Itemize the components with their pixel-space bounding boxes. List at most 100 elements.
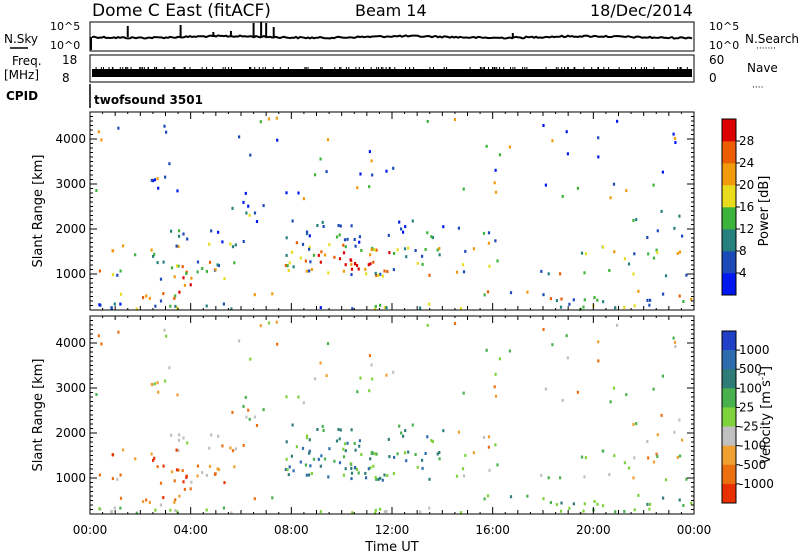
range-cell bbox=[421, 466, 424, 470]
range-cell bbox=[436, 452, 439, 456]
freq-sample bbox=[583, 67, 585, 69]
range-cell bbox=[110, 306, 113, 310]
range-cell bbox=[357, 267, 360, 271]
range-cell bbox=[308, 234, 311, 238]
range-cell bbox=[635, 218, 638, 222]
range-cell bbox=[584, 456, 587, 460]
range-cell bbox=[290, 454, 293, 458]
range-cell bbox=[387, 233, 390, 237]
range-cell bbox=[632, 423, 635, 426]
range-cell bbox=[597, 155, 600, 159]
range-cell bbox=[295, 241, 298, 245]
freq-jitter bbox=[95, 67, 688, 69]
range-cell bbox=[176, 510, 179, 514]
range-cell bbox=[100, 138, 103, 142]
range-cell bbox=[316, 224, 319, 227]
range-cell bbox=[405, 255, 408, 259]
range-cell bbox=[328, 243, 331, 247]
range-cell bbox=[346, 237, 349, 241]
range-cell bbox=[385, 169, 388, 173]
range-cell bbox=[370, 248, 373, 252]
range-cell bbox=[414, 249, 417, 252]
freq-sample bbox=[363, 67, 364, 69]
range-cell bbox=[438, 451, 441, 454]
range-cell bbox=[305, 232, 309, 236]
range-cell bbox=[119, 473, 122, 477]
range-cell bbox=[419, 306, 422, 310]
range-cell bbox=[159, 277, 163, 281]
range-cell bbox=[597, 359, 600, 363]
range-cell bbox=[685, 477, 688, 481]
freq-sample bbox=[631, 67, 633, 69]
range-cell bbox=[616, 323, 619, 327]
range-cell bbox=[326, 342, 330, 346]
range-cell bbox=[392, 472, 395, 476]
range-cell bbox=[368, 150, 371, 154]
range-cell bbox=[342, 251, 346, 255]
range-cell bbox=[205, 508, 208, 512]
range-cell bbox=[321, 220, 324, 224]
power-axes: 1000 2000 3000 4000 bbox=[55, 112, 695, 310]
range-cell bbox=[383, 510, 386, 513]
freq-sample bbox=[172, 67, 174, 69]
range-cell bbox=[647, 252, 650, 256]
freq-sample bbox=[564, 67, 566, 69]
freq-sample bbox=[597, 67, 599, 69]
range-cell bbox=[508, 349, 511, 353]
range-cell bbox=[368, 354, 371, 358]
range-cell bbox=[472, 451, 475, 455]
nsky-tick-high: 10^5 bbox=[50, 20, 80, 33]
range-cell bbox=[442, 429, 445, 433]
range-cell bbox=[602, 245, 605, 249]
range-cell bbox=[602, 449, 605, 453]
range-cell bbox=[379, 303, 382, 307]
range-cell bbox=[295, 445, 298, 449]
range-cell bbox=[462, 391, 465, 395]
range-cell bbox=[385, 510, 388, 514]
range-cell bbox=[462, 474, 466, 478]
range-cell bbox=[337, 224, 340, 227]
range-cell bbox=[344, 263, 347, 267]
freq-sample bbox=[100, 67, 102, 69]
time-axis-label: Time UT bbox=[364, 540, 418, 554]
range-cell bbox=[304, 259, 307, 263]
range-cell bbox=[652, 256, 656, 260]
range-cell bbox=[284, 264, 287, 267]
range-cell bbox=[364, 471, 367, 475]
range-cell bbox=[426, 435, 429, 439]
range-cell bbox=[356, 264, 359, 267]
power-panel: 1000 2000 3000 4000 Slant Range [km] bbox=[31, 111, 695, 311]
noise-strip: N.Sky 10^5 10^0 N.Search ······· 10^5 10… bbox=[4, 20, 799, 54]
range-cell bbox=[559, 476, 562, 480]
range-cell bbox=[285, 253, 288, 257]
freq-sample bbox=[287, 67, 289, 69]
range-cell bbox=[664, 274, 668, 278]
range-cell bbox=[113, 506, 116, 510]
range-cell bbox=[396, 452, 399, 456]
range-cell bbox=[369, 253, 372, 257]
freq-sample bbox=[140, 67, 142, 69]
range-cell bbox=[208, 260, 212, 264]
range-cell bbox=[216, 467, 219, 471]
range-cell bbox=[308, 438, 311, 442]
range-cell bbox=[660, 413, 663, 417]
range-cell bbox=[119, 302, 122, 306]
range-cell bbox=[383, 306, 386, 309]
range-cell bbox=[159, 481, 163, 485]
range-cell bbox=[148, 500, 151, 504]
range-cell bbox=[287, 269, 290, 273]
range-cell bbox=[428, 273, 431, 277]
range-cell bbox=[286, 468, 289, 472]
range-cell bbox=[162, 464, 165, 468]
range-cell bbox=[152, 458, 155, 462]
range-cell bbox=[494, 372, 497, 376]
x-tick-label: 16:00 bbox=[475, 523, 510, 537]
range-cell bbox=[119, 292, 123, 296]
range-cell bbox=[319, 260, 322, 264]
range-cell bbox=[178, 433, 181, 437]
freq-sample bbox=[488, 67, 489, 69]
nsearch-tick-high: 10^5 bbox=[709, 20, 739, 33]
range-cell bbox=[185, 476, 188, 479]
range-cell bbox=[487, 445, 490, 449]
range-cell bbox=[285, 236, 288, 240]
